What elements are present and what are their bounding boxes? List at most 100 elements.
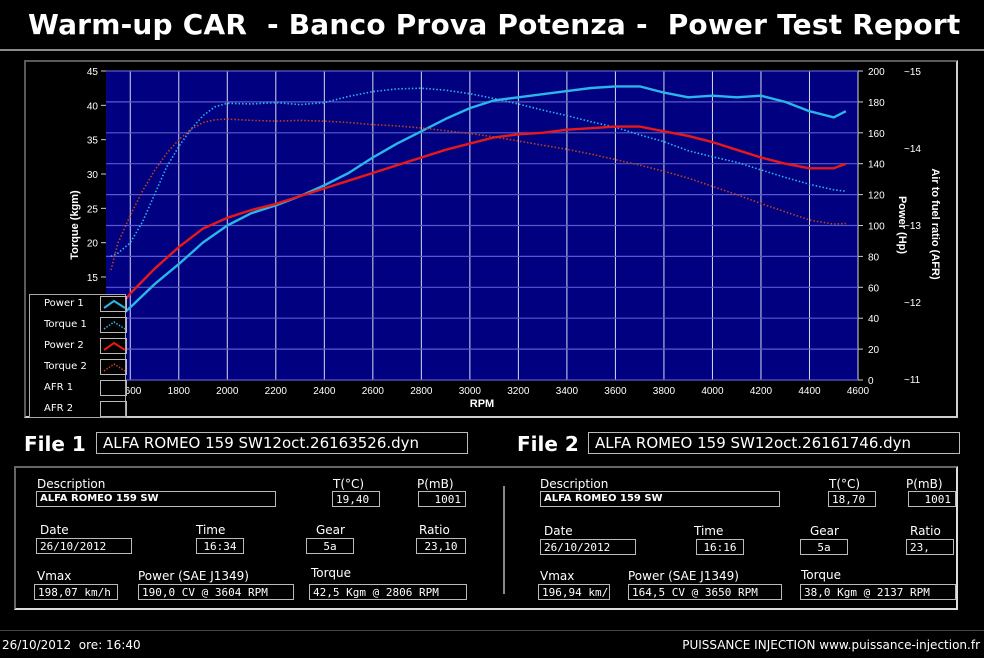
legend-label: Torque 2 [44,361,87,372]
x-tick-label: 3200 [507,386,530,397]
y-right1-tick-label: 40 [868,314,880,325]
legend-label: AFR 2 [44,403,74,414]
series-power-2 [117,125,847,310]
x-tick-label: 4600 [847,386,870,397]
file2-date-label: Date [544,524,573,538]
series-power-1 [117,85,847,320]
y-left-tick-label: 30 [87,170,99,181]
file2-label: File 2 [517,432,579,456]
legend-label: Power 2 [44,340,84,351]
legend-swatch-power-2 [100,338,127,354]
x-tick-label: 2800 [410,386,433,397]
file2-description-field[interactable]: ALFA ROMEO 159 SW [540,491,780,507]
file2-pressure-label: P(mB) [906,477,943,491]
y-right2-tick-label: ~14 [904,144,921,155]
file1-ratio-label: Ratio [419,523,450,537]
file2-vmax-field[interactable]: 196,94 km/ [538,584,610,600]
y-right1-tick-label: 0 [868,376,874,387]
page-title: Warm-up CAR - Banco Prova Potenza - Powe… [28,8,961,41]
file1-power-field[interactable]: 190,0 CV @ 3604 RPM [138,584,294,600]
legend-label: Power 1 [44,298,84,309]
y-right2-tick-label: ~15 [904,67,921,78]
y-right1-tick-label: 60 [868,283,880,294]
file1-description-field[interactable]: ALFA ROMEO 159 SW [36,491,276,507]
file1-pressure-label: P(mB) [417,477,454,491]
y-left-tick-label: 35 [87,136,99,147]
file1-filename-field[interactable]: ALFA ROMEO 159 SW12oct.26163526.dyn [96,432,468,454]
legend-item-torque-1: Torque 1 [30,316,127,336]
y-left-tick-label: 25 [87,204,99,215]
y-right2-tick-label: ~13 [904,221,921,232]
file2-date-field[interactable]: 26/10/2012 [540,539,636,555]
panel-divider [503,486,505,594]
file2-pressure-field[interactable]: 1001 [908,491,956,507]
x-tick-label: 2000 [216,386,239,397]
y-left-tick-label: 45 [87,67,99,78]
file1-label: File 1 [24,432,86,456]
file2-time-field[interactable]: 16:16 [696,539,744,555]
footer-timestamp: 26/10/2012 ore: 16:40 [2,638,141,652]
x-tick-label: 4000 [701,386,724,397]
y-right1-tick-label: 100 [868,222,885,233]
legend-label: Torque 1 [44,319,87,330]
file1-date-field[interactable]: 26/10/2012 [36,538,132,554]
y-right2-axis-title: Air to fuel ratio (AFR) [929,168,941,280]
file2-filename-field[interactable]: ALFA ROMEO 159 SW12oct.26161746.dyn [588,432,960,454]
file2-gear-label: Gear [810,524,839,538]
x-axis-title: RPM [470,398,494,410]
series-torque-1 [110,87,846,258]
y-right1-tick-label: 140 [868,160,885,171]
file1-vmax-field[interactable]: 198,07 km/h [34,584,118,600]
file2-time-label: Time [694,524,724,538]
chart-legend: Power 1 Torque 1 Power 2 Torque 2 AFR 1 … [29,294,127,420]
file1-description-label: Description [37,477,106,491]
x-tick-label: 3400 [556,386,579,397]
file1-ratio-field[interactable]: 23,10 [416,538,466,554]
file1-power-label: Power (SAE J1349) [138,569,249,583]
legend-item-power-1: Power 1 [30,295,127,315]
y-right1-tick-label: 120 [868,191,885,202]
file2-temp-label: T(°C) [829,477,861,491]
file2-description-label: Description [540,477,609,491]
legend-swatch-torque-1 [100,317,127,333]
y-right1-tick-label: 160 [868,129,885,140]
file1-gear-field[interactable]: 5a [306,538,354,554]
y-right2-tick-label: ~11 [904,375,921,386]
file2-ratio-field[interactable]: 23, [906,539,954,555]
y-right1-tick-label: 200 [868,67,885,78]
file1-torque-field[interactable]: 42,5 Kgm @ 2806 RPM [309,584,467,600]
x-tick-label: 1800 [168,386,191,397]
y-right1-axis-title: Power (Hp) [896,196,908,254]
footer-company: PUISSANCE INJECTION www.puissance-inject… [682,638,980,652]
title-divider [0,49,984,51]
y-left-tick-label: 40 [87,101,99,112]
legend-item-power-2: Power 2 [30,337,127,357]
file2-power-label: Power (SAE J1349) [628,569,739,583]
y-left-tick-label: 20 [87,239,99,250]
file2-torque-field[interactable]: 38,0 Kgm @ 2137 RPM [800,584,956,600]
file1-pressure-field[interactable]: 1001 [418,491,466,507]
legend-item-afr-2: AFR 2 [30,400,127,420]
legend-swatch-afr-1 [100,380,127,396]
chart-panel: 1600 1800 2000 2200 2400 2600 2800 3000 3200 3400… [24,60,958,418]
y-left-tick-label: 15 [87,273,99,284]
x-tick-label: 1600 [119,386,142,397]
file1-gear-label: Gear [316,523,345,537]
file1-date-label: Date [40,523,69,537]
x-tick-label: 4400 [798,386,821,397]
file1-torque-label: Torque [311,566,351,580]
x-tick-label: 3600 [604,386,627,397]
file1-temp-field[interactable]: 19,40 [332,491,380,507]
file2-gear-field[interactable]: 5a [800,539,848,555]
dyno-chart: 1600 1800 2000 2200 2400 2600 2800 3000 3200 3400… [69,67,941,410]
file1-time-label: Time [196,523,226,537]
y-right1-tick-label: 20 [868,345,880,356]
file2-temp-field[interactable]: 18,70 [828,491,876,507]
y-right1-tick-label: 180 [868,98,885,109]
file1-time-field[interactable]: 16:34 [196,538,244,554]
legend-item-torque-2: Torque 2 [30,358,127,378]
x-tick-label: 2400 [313,386,336,397]
footer-divider [0,630,984,631]
file2-power-field[interactable]: 164,5 CV @ 3650 RPM [628,584,782,600]
y-right2-tick-label: ~12 [904,298,921,309]
